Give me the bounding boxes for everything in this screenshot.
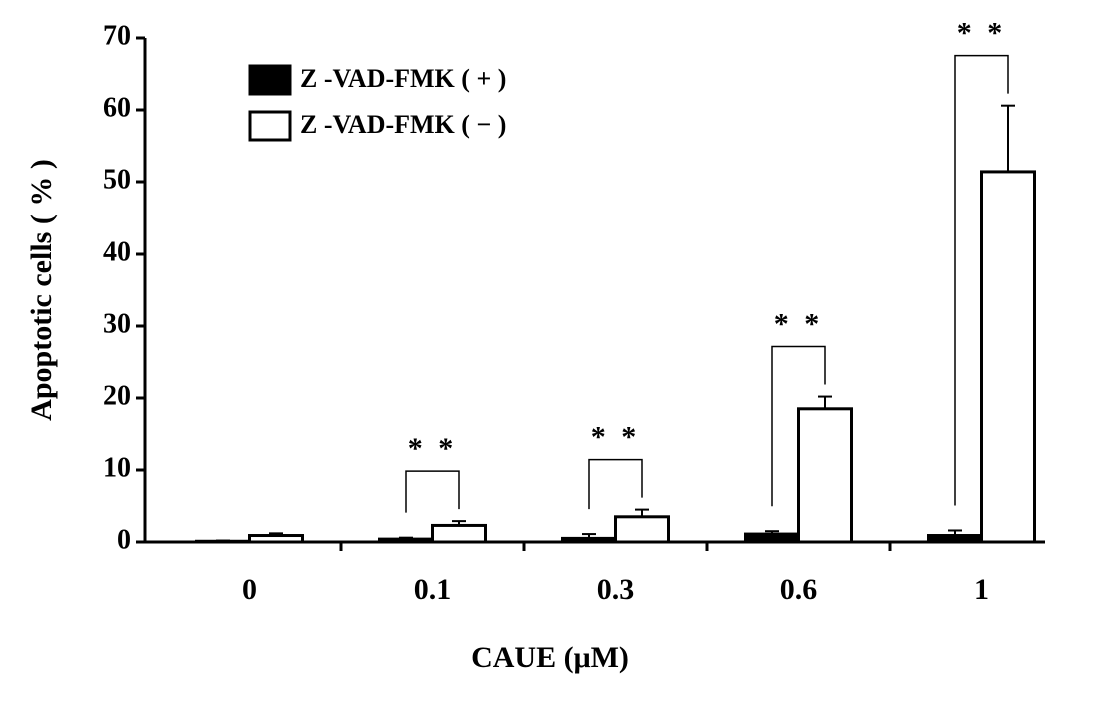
bar [744,532,800,544]
significance-bracket [405,470,460,513]
significance-label: * * [957,17,1007,50]
legend-label: Z -VAD-FMK ( + ) [300,64,506,93]
x-tick-label: 0.6 [780,573,818,606]
bar [248,534,304,544]
x-tick-label: 0 [242,573,257,606]
y-tick-label: 0 [117,524,131,555]
bar [431,523,487,544]
significance-bracket [588,458,643,510]
legend-swatch [248,110,292,142]
bar [980,170,1036,544]
bar [378,537,434,544]
significance-bracket [954,54,1009,506]
bar [195,539,251,544]
significance-label: * * [774,307,824,340]
y-tick-label: 20 [103,380,131,411]
significance-label: * * [591,420,641,453]
x-tick-label: 1 [974,573,989,606]
bar [797,407,853,544]
y-tick-label: 60 [103,92,131,123]
x-tick-label: 0.1 [414,573,452,606]
y-tick-label: 30 [103,308,131,339]
bar [927,534,983,544]
legend-label: Z -VAD-FMK ( − ) [300,110,506,139]
bar [561,536,617,544]
y-tick-label: 40 [103,236,131,267]
significance-bracket [771,345,826,507]
y-axis-label: Apoptotic cells ( % ) [25,159,58,421]
y-tick-label: 50 [103,164,131,195]
y-tick-label: 70 [103,20,131,51]
bar [614,515,670,544]
x-axis-label: CAUE (μM) [471,641,629,674]
y-tick-label: 10 [103,452,131,483]
x-tick-label: 0.3 [597,573,635,606]
legend-swatch [248,64,292,96]
significance-label: * * [408,432,458,465]
